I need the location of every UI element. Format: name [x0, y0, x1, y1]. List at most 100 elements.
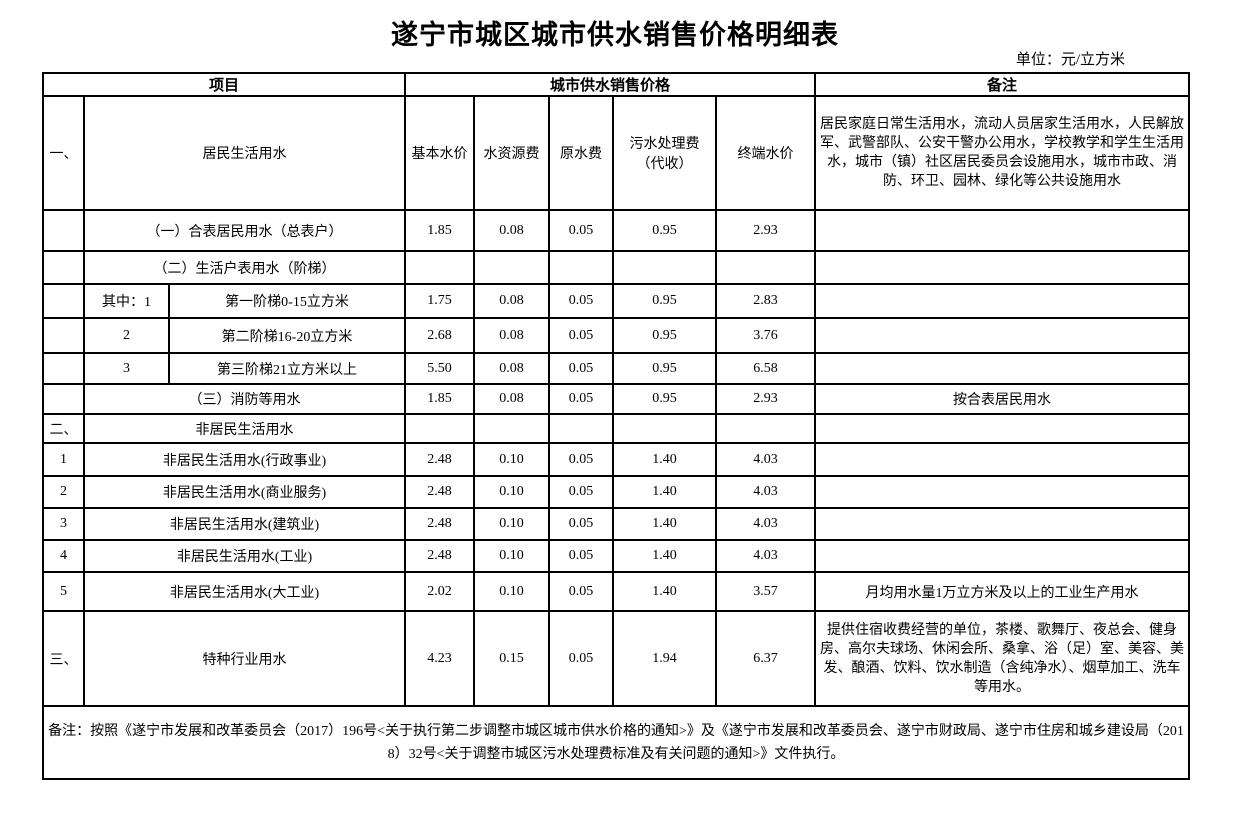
cell-remark-row7 — [814, 413, 1191, 444]
cell-value-row4-col0: 2.68 — [404, 317, 476, 354]
cell-index-row6 — [42, 383, 85, 415]
cell-value-row10-col4: 4.03 — [715, 507, 817, 541]
cell-index-row8: 1 — [42, 442, 85, 477]
cell-value-row13-col1: 0.15 — [473, 610, 551, 707]
cell-value-row8-col4: 4.03 — [715, 442, 817, 477]
cell-remark-row4 — [814, 317, 1191, 354]
cell-sub-row4: 2 — [83, 317, 170, 354]
table-row: 2 第二阶梯16-20立方米 2.68 0.08 0.05 0.95 3.76 — [42, 317, 1191, 354]
cell-index-row3 — [42, 283, 85, 319]
cell-index-row11: 4 — [42, 539, 85, 573]
cell-index-row9: 2 — [42, 475, 85, 509]
cell-value-row6-col1: 0.08 — [473, 383, 551, 415]
cell-value-row11-col4: 4.03 — [715, 539, 817, 573]
cell-value-row5-col4: 6.58 — [715, 352, 817, 385]
cell-project-row8: 非居民生活用水(行政事业) — [82, 442, 407, 477]
cell-project-row12: 非居民生活用水(大工业) — [82, 571, 407, 612]
cell-value-row1-col4: 2.93 — [715, 209, 817, 252]
cell-remark-row2 — [814, 250, 1191, 285]
cell-project-row4: 第二阶梯16-20立方米 — [167, 317, 407, 354]
cell-value-row6-col4: 2.93 — [715, 383, 817, 415]
cell-value-row5-col2: 0.05 — [548, 352, 615, 385]
cell-value-row4-col2: 0.05 — [548, 317, 615, 354]
cell-remark-row10 — [814, 507, 1191, 541]
unit-note: 单位：元/立方米 — [1015, 52, 1125, 68]
cell-value-row12-col3: 1.40 — [612, 571, 718, 612]
cell-value-row13-col0: 4.23 — [404, 610, 476, 707]
price-subheader-2: 原水费 — [548, 95, 615, 211]
table-row: 其中：1 第一阶梯0-15立方米 1.75 0.08 0.05 0.95 2.83 — [42, 283, 1191, 319]
cell-value-row11-col1: 0.10 — [473, 539, 551, 573]
cell-project-row3: 第一阶梯0-15立方米 — [167, 283, 407, 319]
cell-remark-row8 — [814, 442, 1191, 477]
cell-remark-row13: 提供住宿收费经营的单位，茶楼、歌舞厅、夜总会、健身房、高尔夫球场、休闲会所、桑拿… — [814, 610, 1191, 707]
table-header-row: 项目 城市供水销售价格 备注 — [41, 72, 1191, 97]
cell-value-row9-col1: 0.10 — [473, 475, 551, 509]
cell-value-row2-col0 — [404, 250, 476, 285]
cell-value-row11-col0: 2.48 — [404, 539, 476, 573]
cell-value-row10-col3: 1.40 — [612, 507, 718, 541]
cell-value-row6-col2: 0.05 — [548, 383, 615, 415]
cell-value-row7-col4 — [715, 413, 817, 444]
price-subheader-1: 水资源费 — [473, 95, 551, 211]
price-subheader-4: 终端水价 — [715, 95, 817, 211]
cell-value-row6-col3: 0.95 — [612, 383, 718, 415]
cell-value-row5-col3: 0.95 — [612, 352, 718, 385]
table-row: 2 非居民生活用水(商业服务) 2.48 0.10 0.05 1.40 4.03 — [42, 475, 1191, 509]
cell-value-row3-col3: 0.95 — [612, 283, 718, 319]
cell-value-row10-col1: 0.10 — [473, 507, 551, 541]
page-title: 遂宁市城区城市供水销售价格明细表 — [391, 20, 839, 50]
table-row: （二）生活户表用水（阶梯） — [42, 250, 1191, 285]
cell-remark-row6: 按合表居民用水 — [814, 383, 1191, 415]
table-row: （三）消防等用水 1.85 0.08 0.05 0.95 2.93 按合表居民用水 — [42, 383, 1191, 415]
cell-value-row13-col2: 0.05 — [548, 610, 615, 707]
cell-value-row12-col4: 3.57 — [715, 571, 817, 612]
cell-project-row13: 特种行业用水 — [82, 610, 407, 707]
cell-sub-row3: 其中：1 — [83, 283, 170, 319]
table-row: 4 非居民生活用水(工业) 2.48 0.10 0.05 1.40 4.03 — [42, 539, 1191, 573]
cell-value-row9-col4: 4.03 — [715, 475, 817, 509]
cell-project-row9: 非居民生活用水(商业服务) — [82, 475, 407, 509]
cell-index-row5 — [42, 352, 85, 385]
cell-value-row12-col0: 2.02 — [404, 571, 476, 612]
cell-value-row7-col1 — [473, 413, 551, 444]
cell-index-row13: 三、 — [42, 610, 85, 707]
cell-remark-row0: 居民家庭日常生活用水，流动人员居家生活用水，人民解放军、武警部队、公安干警办公用… — [814, 95, 1191, 211]
table-row: 3 非居民生活用水(建筑业) 2.48 0.10 0.05 1.40 4.03 — [42, 507, 1191, 541]
table-row: 二、 非居民生活用水 — [42, 413, 1191, 444]
table-row: 3 第三阶梯21立方米以上 5.50 0.08 0.05 0.95 6.58 — [42, 352, 1191, 385]
cell-project-row2: （二）生活户表用水（阶梯） — [82, 250, 407, 285]
cell-value-row8-col0: 2.48 — [404, 442, 476, 477]
column-header-remark: 备注 — [814, 72, 1191, 97]
cell-remark-row12: 月均用水量1万立方米及以上的工业生产用水 — [814, 571, 1191, 612]
cell-value-row2-col4 — [715, 250, 817, 285]
cell-index-row10: 3 — [42, 507, 85, 541]
cell-value-row2-col1 — [473, 250, 551, 285]
cell-value-row13-col4: 6.37 — [715, 610, 817, 707]
cell-value-row6-col0: 1.85 — [404, 383, 476, 415]
cell-value-row2-col3 — [612, 250, 718, 285]
cell-remark-row1 — [814, 209, 1191, 252]
water-price-table: 项目 城市供水销售价格 备注 一、 居民生活用水 基本水价 水资源费 原水费 污水处理费（代收… — [41, 72, 1191, 780]
cell-index-row12: 5 — [42, 571, 85, 612]
cell-value-row11-col3: 1.40 — [612, 539, 718, 573]
table-head: 项目 城市供水销售价格 备注 — [41, 72, 1191, 97]
cell-value-row4-col3: 0.95 — [612, 317, 718, 354]
cell-value-row4-col1: 0.08 — [473, 317, 551, 354]
cell-value-row1-col2: 0.05 — [548, 209, 615, 252]
cell-value-row11-col2: 0.05 — [548, 539, 615, 573]
cell-value-row8-col2: 0.05 — [548, 442, 615, 477]
cell-value-row7-col2 — [548, 413, 615, 444]
cell-project-row1: （一）合表居民用水（总表户） — [82, 209, 407, 252]
cell-sub-row5: 3 — [83, 352, 170, 385]
cell-remark-row11 — [814, 539, 1191, 573]
cell-value-row3-col0: 1.75 — [404, 283, 476, 319]
cell-value-row13-col3: 1.94 — [612, 610, 718, 707]
cell-index-row1 — [42, 209, 85, 252]
cell-value-row5-col1: 0.08 — [473, 352, 551, 385]
price-subheader-3: 污水处理费（代收） — [612, 95, 718, 211]
cell-value-row9-col3: 1.40 — [612, 475, 718, 509]
table-row: （一）合表居民用水（总表户） 1.85 0.08 0.05 0.95 2.93 — [42, 209, 1191, 252]
cell-index-row7: 二、 — [42, 413, 85, 444]
cell-project-row7: 非居民生活用水 — [82, 413, 407, 444]
